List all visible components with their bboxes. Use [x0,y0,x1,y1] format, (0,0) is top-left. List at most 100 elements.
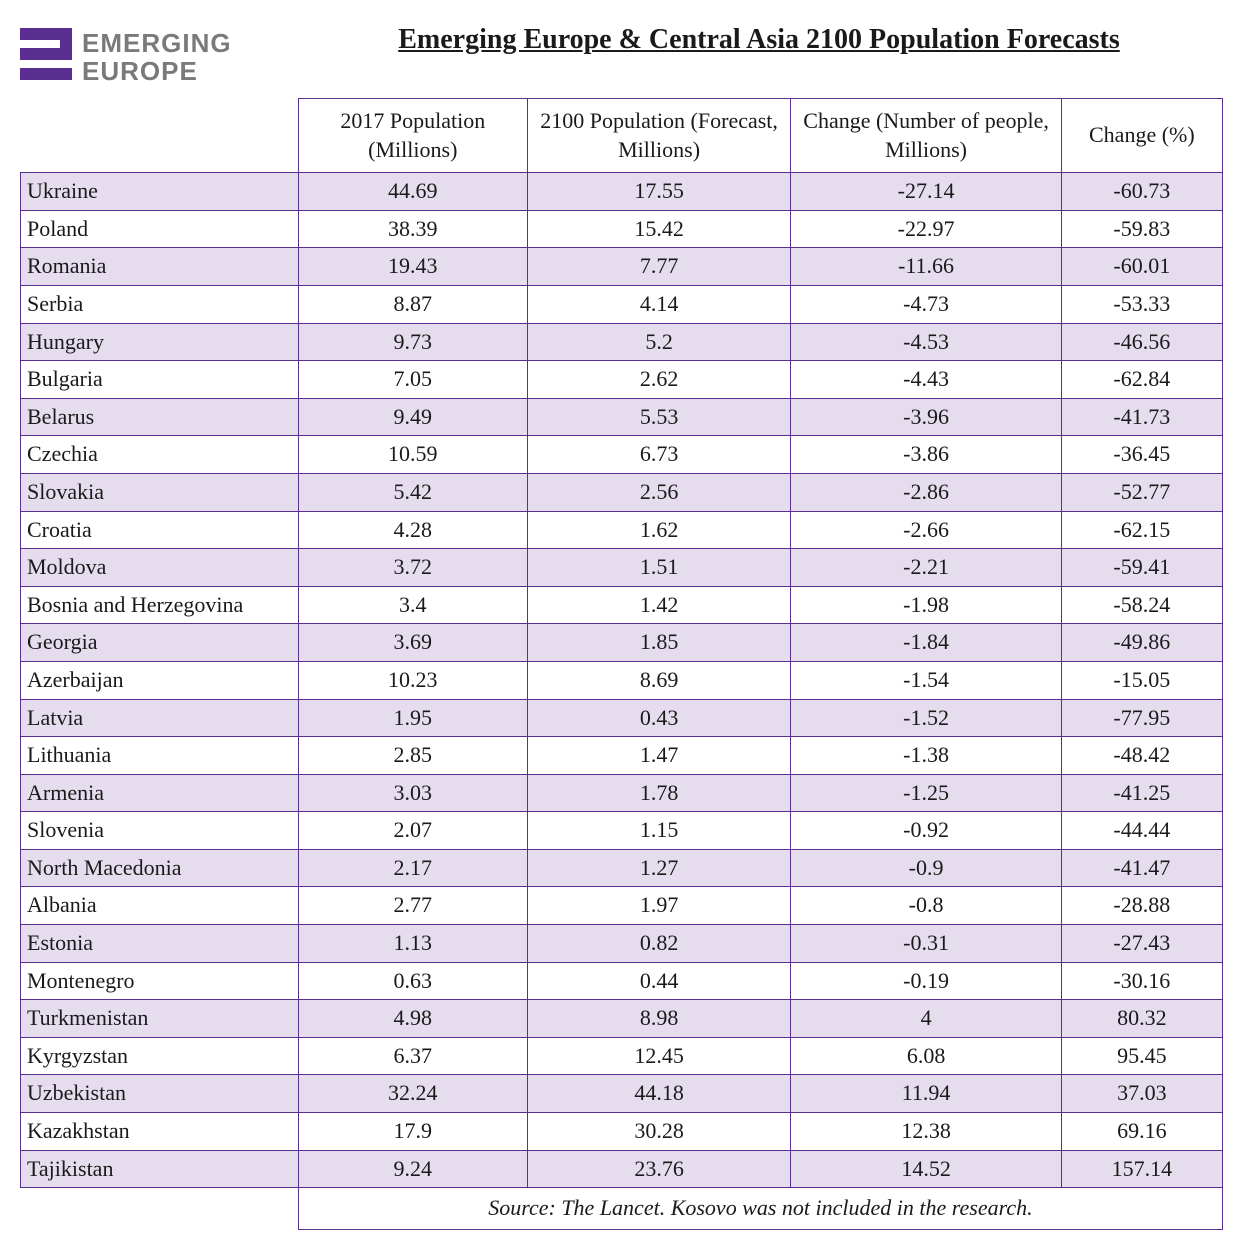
cell-value: -28.88 [1061,887,1222,925]
cell-value: -1.38 [791,737,1061,775]
col-header-change-num: Change (Number of people, Millions) [791,99,1061,173]
cell-value: 2.17 [298,849,527,887]
cell-value: -77.95 [1061,699,1222,737]
cell-country: Estonia [21,925,299,963]
cell-country: Tajikistan [21,1150,299,1188]
table-row: Latvia1.950.43-1.52-77.95 [21,699,1223,737]
table-row: Ukraine44.6917.55-27.14-60.73 [21,173,1223,211]
cell-value: 17.55 [527,173,791,211]
cell-value: 10.23 [298,661,527,699]
cell-country: Kazakhstan [21,1113,299,1151]
cell-value: 4 [791,1000,1061,1038]
cell-country: Lithuania [21,737,299,775]
cell-value: -1.52 [791,699,1061,737]
cell-value: -2.66 [791,511,1061,549]
cell-country: Ukraine [21,173,299,211]
cell-value: 0.82 [527,925,791,963]
cell-value: 10.59 [298,436,527,474]
cell-value: 4.98 [298,1000,527,1038]
cell-value: -4.73 [791,285,1061,323]
cell-value: 1.95 [298,699,527,737]
cell-country: Latvia [21,699,299,737]
cell-value: -46.56 [1061,323,1222,361]
cell-value: -36.45 [1061,436,1222,474]
cell-country: Azerbaijan [21,661,299,699]
page-title: Emerging Europe & Central Asia 2100 Popu… [398,24,1120,55]
cell-value: 32.24 [298,1075,527,1113]
cell-value: 5.53 [527,398,791,436]
cell-value: -52.77 [1061,473,1222,511]
table-row: Poland38.3915.42-22.97-59.83 [21,210,1223,248]
cell-value: -3.96 [791,398,1061,436]
cell-value: -2.21 [791,549,1061,587]
table-footer-row: Source: The Lancet. Kosovo was not inclu… [21,1188,1223,1230]
cell-value: 0.43 [527,699,791,737]
cell-value: -1.84 [791,624,1061,662]
cell-country: Czechia [21,436,299,474]
cell-value: 9.24 [298,1150,527,1188]
cell-value: 2.85 [298,737,527,775]
cell-country: Uzbekistan [21,1075,299,1113]
cell-value: 44.69 [298,173,527,211]
cell-country: Georgia [21,624,299,662]
table-row: Slovenia2.071.15-0.92-44.44 [21,812,1223,850]
cell-value: 1.78 [527,774,791,812]
cell-value: 12.38 [791,1113,1061,1151]
cell-country: Hungary [21,323,299,361]
cell-value: 3.69 [298,624,527,662]
cell-value: 8.87 [298,285,527,323]
cell-country: Slovakia [21,473,299,511]
cell-value: 1.13 [298,925,527,963]
cell-value: 3.72 [298,549,527,587]
cell-value: 157.14 [1061,1150,1222,1188]
cell-value: 1.62 [527,511,791,549]
col-header-2017: 2017 Population (Millions) [298,99,527,173]
cell-value: -41.25 [1061,774,1222,812]
cell-value: 14.52 [791,1150,1061,1188]
table-row: Azerbaijan10.238.69-1.54-15.05 [21,661,1223,699]
cell-value: 1.97 [527,887,791,925]
cell-value: 1.42 [527,586,791,624]
cell-value: -3.86 [791,436,1061,474]
cell-value: -27.14 [791,173,1061,211]
cell-value: -1.54 [791,661,1061,699]
table-row: Armenia3.031.78-1.25-41.25 [21,774,1223,812]
table-row: Kazakhstan17.930.2812.3869.16 [21,1113,1223,1151]
cell-country: Montenegro [21,962,299,1000]
cell-value: 1.85 [527,624,791,662]
cell-value: -1.98 [791,586,1061,624]
col-header-blank [21,99,299,173]
cell-value: 23.76 [527,1150,791,1188]
cell-country: Moldova [21,549,299,587]
cell-value: 2.77 [298,887,527,925]
cell-value: 69.16 [1061,1113,1222,1151]
cell-country: Poland [21,210,299,248]
cell-value: -49.86 [1061,624,1222,662]
table-row: Romania19.437.77-11.66-60.01 [21,248,1223,286]
cell-value: -60.73 [1061,173,1222,211]
cell-value: 0.63 [298,962,527,1000]
brand-logo: EMERGING EUROPE [20,20,275,90]
table-header-row: 2017 Population (Millions) 2100 Populati… [21,99,1223,173]
table-row: Bulgaria7.052.62-4.43-62.84 [21,361,1223,399]
cell-value: -62.84 [1061,361,1222,399]
cell-country: Slovenia [21,812,299,850]
cell-country: Turkmenistan [21,1000,299,1038]
table-row: Tajikistan9.2423.7614.52157.14 [21,1150,1223,1188]
cell-value: -27.43 [1061,925,1222,963]
col-header-change-pct: Change (%) [1061,99,1222,173]
cell-value: -44.44 [1061,812,1222,850]
cell-value: 2.07 [298,812,527,850]
cell-value: -22.97 [791,210,1061,248]
cell-value: 5.2 [527,323,791,361]
cell-value: 6.73 [527,436,791,474]
cell-country: Bosnia and Herzegovina [21,586,299,624]
footer-blank [21,1188,299,1230]
table-row: Georgia3.691.85-1.84-49.86 [21,624,1223,662]
cell-value: 19.43 [298,248,527,286]
population-table: 2017 Population (Millions) 2100 Populati… [20,98,1223,1230]
cell-country: Serbia [21,285,299,323]
table-row: Hungary9.735.2-4.53-46.56 [21,323,1223,361]
cell-value: 37.03 [1061,1075,1222,1113]
cell-value: 8.69 [527,661,791,699]
